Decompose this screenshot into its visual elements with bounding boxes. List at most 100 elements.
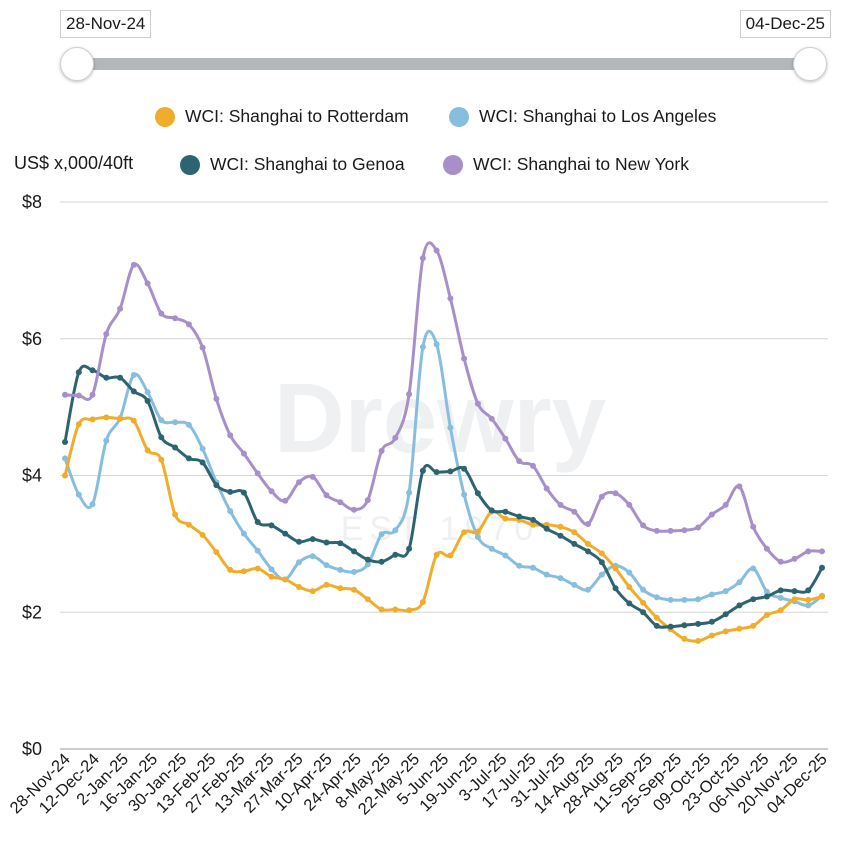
data-point-rotterdam[interactable]: [722, 628, 729, 635]
data-point-new-york[interactable]: [474, 400, 481, 407]
data-point-rotterdam[interactable]: [406, 607, 413, 614]
data-point-new-york[interactable]: [516, 458, 523, 465]
data-point-new-york[interactable]: [433, 247, 440, 254]
data-point-rotterdam[interactable]: [419, 599, 426, 605]
range-slider-end-handle[interactable]: [793, 47, 827, 81]
data-point-rotterdam[interactable]: [695, 638, 702, 644]
data-point-rotterdam[interactable]: [62, 472, 68, 479]
data-point-rotterdam[interactable]: [268, 573, 275, 580]
data-point-los-angeles[interactable]: [351, 568, 357, 575]
data-point-los-angeles[interactable]: [447, 424, 454, 431]
data-point-new-york[interactable]: [530, 462, 536, 469]
data-point-genoa[interactable]: [62, 439, 68, 445]
data-point-genoa[interactable]: [763, 593, 770, 600]
data-point-rotterdam[interactable]: [337, 585, 344, 592]
data-point-new-york[interactable]: [309, 473, 316, 480]
data-point-genoa[interactable]: [144, 398, 151, 404]
data-point-genoa[interactable]: [240, 489, 247, 496]
data-point-los-angeles[interactable]: [750, 565, 757, 572]
legend-item-rotterdam[interactable]: WCI: Shanghai to Rotterdam: [155, 106, 409, 127]
data-point-rotterdam[interactable]: [364, 596, 371, 603]
data-point-new-york[interactable]: [296, 479, 302, 486]
data-point-los-angeles[interactable]: [213, 479, 220, 486]
data-point-new-york[interactable]: [419, 255, 426, 262]
data-point-genoa[interactable]: [351, 548, 357, 555]
data-point-los-angeles[interactable]: [777, 594, 784, 601]
data-point-new-york[interactable]: [103, 331, 110, 337]
data-point-los-angeles[interactable]: [199, 445, 206, 452]
data-point-rotterdam[interactable]: [474, 528, 481, 535]
data-point-new-york[interactable]: [612, 490, 619, 497]
data-point-rotterdam[interactable]: [254, 565, 261, 572]
data-point-rotterdam[interactable]: [103, 414, 110, 421]
data-point-new-york[interactable]: [378, 447, 385, 454]
data-point-genoa[interactable]: [805, 587, 812, 594]
data-point-genoa[interactable]: [695, 620, 702, 627]
data-point-genoa[interactable]: [598, 559, 605, 566]
data-point-los-angeles[interactable]: [172, 419, 179, 426]
data-point-genoa[interactable]: [640, 609, 647, 616]
data-point-genoa[interactable]: [530, 516, 536, 523]
data-point-los-angeles[interactable]: [708, 591, 715, 598]
data-point-los-angeles[interactable]: [419, 344, 426, 350]
data-point-new-york[interactable]: [736, 483, 743, 490]
data-point-rotterdam[interactable]: [144, 447, 151, 454]
data-point-genoa[interactable]: [309, 536, 316, 543]
data-point-los-angeles[interactable]: [185, 421, 192, 428]
data-point-los-angeles[interactable]: [612, 562, 619, 569]
legend-item-los-angeles[interactable]: WCI: Shanghai to Los Angeles: [449, 106, 716, 127]
data-point-new-york[interactable]: [364, 497, 371, 504]
data-point-genoa[interactable]: [461, 465, 468, 472]
data-point-los-angeles[interactable]: [406, 489, 413, 496]
data-point-rotterdam[interactable]: [351, 586, 357, 593]
legend-item-new-york[interactable]: WCI: Shanghai to New York: [443, 154, 689, 175]
data-point-genoa[interactable]: [708, 618, 715, 625]
data-point-rotterdam[interactable]: [571, 529, 578, 536]
data-point-genoa[interactable]: [337, 540, 344, 547]
data-point-new-york[interactable]: [805, 548, 812, 555]
data-point-genoa[interactable]: [819, 564, 825, 571]
data-point-rotterdam[interactable]: [323, 581, 330, 588]
data-point-los-angeles[interactable]: [323, 562, 330, 569]
data-point-new-york[interactable]: [227, 432, 234, 439]
data-point-genoa[interactable]: [172, 444, 179, 451]
data-point-new-york[interactable]: [213, 395, 220, 402]
data-point-los-angeles[interactable]: [461, 491, 468, 498]
data-point-rotterdam[interactable]: [130, 417, 137, 424]
data-point-los-angeles[interactable]: [640, 586, 647, 593]
data-point-los-angeles[interactable]: [763, 588, 770, 595]
data-point-rotterdam[interactable]: [598, 550, 605, 557]
data-point-los-angeles[interactable]: [240, 530, 247, 537]
data-point-genoa[interactable]: [254, 519, 261, 525]
data-point-rotterdam[interactable]: [736, 625, 743, 632]
data-point-new-york[interactable]: [722, 501, 729, 508]
data-point-new-york[interactable]: [323, 492, 330, 499]
data-point-genoa[interactable]: [199, 459, 206, 466]
data-point-los-angeles[interactable]: [337, 566, 344, 573]
data-point-rotterdam[interactable]: [805, 596, 812, 603]
data-point-rotterdam[interactable]: [199, 532, 206, 538]
data-point-new-york[interactable]: [240, 450, 247, 457]
data-point-genoa[interactable]: [447, 468, 454, 475]
data-point-new-york[interactable]: [502, 435, 509, 442]
data-point-rotterdam[interactable]: [447, 552, 454, 559]
data-point-genoa[interactable]: [433, 469, 440, 476]
data-point-new-york[interactable]: [447, 295, 454, 302]
data-point-rotterdam[interactable]: [309, 588, 316, 595]
data-point-genoa[interactable]: [681, 622, 688, 629]
data-point-new-york[interactable]: [158, 310, 165, 317]
data-point-rotterdam[interactable]: [543, 521, 550, 528]
data-point-genoa[interactable]: [89, 367, 96, 374]
data-point-genoa[interactable]: [571, 540, 578, 547]
data-point-rotterdam[interactable]: [89, 416, 96, 423]
data-point-new-york[interactable]: [130, 261, 137, 268]
data-point-new-york[interactable]: [351, 506, 357, 513]
data-point-los-angeles[interactable]: [309, 553, 316, 560]
data-point-new-york[interactable]: [543, 485, 550, 492]
data-point-los-angeles[interactable]: [571, 581, 578, 588]
data-point-genoa[interactable]: [667, 623, 674, 630]
data-point-los-angeles[interactable]: [626, 569, 633, 576]
data-point-new-york[interactable]: [571, 508, 578, 515]
data-point-genoa[interactable]: [227, 488, 234, 495]
data-point-los-angeles[interactable]: [227, 508, 234, 515]
